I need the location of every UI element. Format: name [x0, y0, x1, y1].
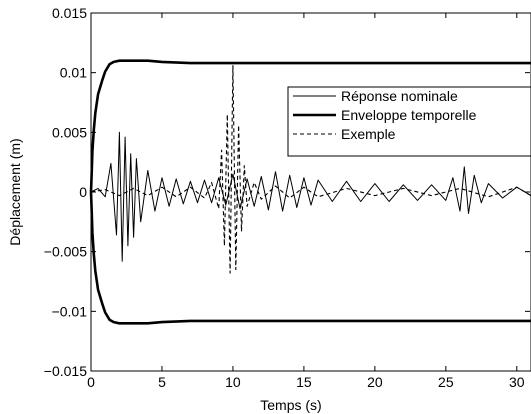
legend-entry-reponse-nominale: Réponse nominale — [341, 88, 458, 104]
y-tick-label: 0 — [79, 184, 87, 200]
series-enveloppe-temporelle — [89, 59, 531, 193]
y-tick-label: 0.01 — [60, 65, 87, 81]
y-tick-label: 0.005 — [52, 124, 87, 140]
x-tick-label: 5 — [158, 374, 166, 390]
legend: Réponse nominale Enveloppe temporelle Ex… — [287, 86, 531, 157]
y-tick-label: −0.015 — [44, 363, 87, 379]
legend-entry-enveloppe-temporelle: Enveloppe temporelle — [341, 107, 477, 123]
x-tick-label: 15 — [296, 374, 312, 390]
legend-entry-exemple: Exemple — [341, 126, 396, 142]
ticks-layer: 0 5 10 15 20 25 30 −0.015 −0.01 −0.005 0 0.005 0.01 0… — [44, 5, 530, 390]
series-layer — [89, 59, 531, 325]
y-tick-label: 0.015 — [52, 5, 87, 21]
x-tick-label: 0 — [87, 374, 95, 390]
y-tick-label: −0.01 — [52, 303, 88, 319]
y-tick-label: −0.005 — [44, 244, 87, 260]
x-tick-label: 20 — [367, 374, 383, 390]
x-tick-label: 10 — [225, 374, 241, 390]
series-enveloppe-temporelle-lower — [89, 191, 531, 325]
x-axis-label: Temps (s) — [260, 397, 321, 413]
legend-box — [287, 86, 531, 157]
y-axis-label: Déplacement (m) — [7, 138, 23, 245]
x-tick-label: 25 — [438, 374, 454, 390]
series-reponse-nominale — [90, 131, 531, 262]
x-tick-label: 30 — [509, 374, 525, 390]
